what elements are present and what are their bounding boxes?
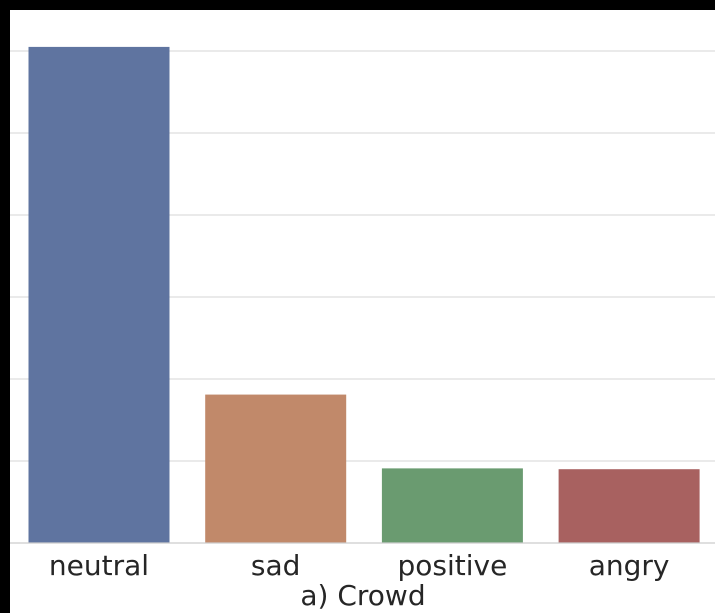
bar-positive <box>381 468 523 543</box>
x-tick-label-positive: positive <box>397 549 507 582</box>
chart-title: a) Crowd <box>300 579 425 612</box>
bars <box>28 46 700 544</box>
bar-neutral <box>28 46 170 544</box>
bar-sad <box>205 394 347 543</box>
x-tick-label-angry: angry <box>589 549 670 582</box>
x-tick-labels: neutral sad positive angry <box>49 549 670 582</box>
chart-canvas: neutral sad positive angry a) Crowd <box>10 10 715 613</box>
bar-chart: neutral sad positive angry a) Crowd <box>10 46 715 612</box>
bar-angry <box>558 469 700 543</box>
x-tick-label-sad: sad <box>251 549 301 582</box>
x-tick-label-neutral: neutral <box>49 549 149 582</box>
